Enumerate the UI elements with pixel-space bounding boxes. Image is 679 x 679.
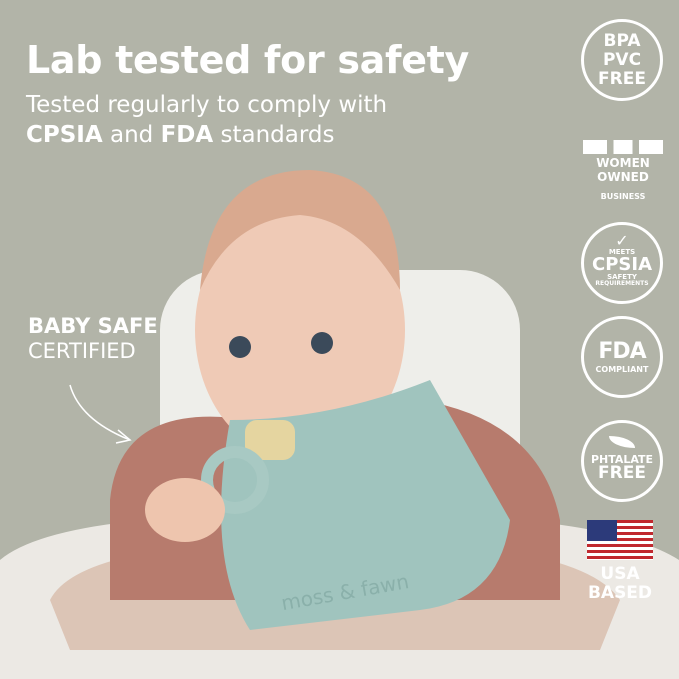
badge-text: COMPLIANT — [595, 364, 649, 374]
w-logo-icon — [583, 140, 663, 154]
baby-hand — [145, 478, 225, 542]
flag-canton — [587, 520, 617, 541]
leaf-icon — [609, 436, 635, 448]
badge-text: USA — [600, 564, 640, 584]
badge-text: FREE — [598, 463, 646, 483]
headline: Lab tested for safety — [26, 38, 470, 82]
badge-text: BUSINESS — [600, 192, 646, 201]
left-eye — [229, 336, 251, 358]
arrow-head — [115, 429, 132, 444]
subheadline-line2: CPSIA and FDA standards — [26, 120, 387, 150]
feeder — [245, 420, 295, 460]
hair — [200, 170, 400, 290]
fda-logo: FDA — [598, 338, 646, 364]
badge-text: PHTALATE — [590, 453, 654, 466]
badge-text: WOMEN — [596, 156, 650, 170]
standards-text: standards — [213, 122, 335, 148]
cpsia-badge: ✓ MEETS CPSIA SAFETY REQUIREMENTS — [581, 222, 663, 304]
callout-line2: CERTIFIED — [28, 339, 136, 363]
women-owned-badge: WOMEN OWNED BUSINESS — [583, 140, 663, 201]
badge-text: REQUIREMENTS — [595, 280, 649, 287]
right-eye — [311, 332, 333, 354]
phthalate-free-badge: PHTALATE FREE — [581, 420, 663, 502]
baby-head — [195, 200, 405, 460]
arrow — [69, 384, 131, 441]
fda-text: FDA — [160, 122, 214, 148]
badge-text: BASED — [587, 583, 653, 603]
usa-based-badge: USA BASED — [580, 565, 660, 603]
callout-line1: BABY SAFE — [28, 314, 158, 338]
badge-text: OWNED — [597, 170, 649, 184]
badge-text: PVC — [602, 49, 642, 70]
us-flag-icon — [587, 520, 653, 560]
bpa-pvc-free-badge: BPA PVC FREE — [581, 19, 663, 101]
badge-text: CPSIA — [592, 254, 652, 275]
fda-compliant-badge: FDA COMPLIANT — [581, 316, 663, 398]
badge-text: SAFETY — [607, 273, 637, 281]
feeder-ring — [201, 446, 269, 514]
badge-text: BPA — [603, 30, 641, 51]
subheadline-line1: Tested regularly to comply with — [26, 92, 388, 118]
cpsia-text: CPSIA — [26, 122, 103, 148]
check-icon: ✓ — [615, 231, 629, 250]
badge-text: MEETS — [608, 248, 636, 256]
baby-safe-callout: BABY SAFE CERTIFIED — [28, 314, 158, 364]
and-text: and — [102, 122, 161, 148]
badge-text: FREE — [598, 68, 646, 89]
subheadline: Tested regularly to comply with CPSIA an… — [26, 90, 387, 150]
